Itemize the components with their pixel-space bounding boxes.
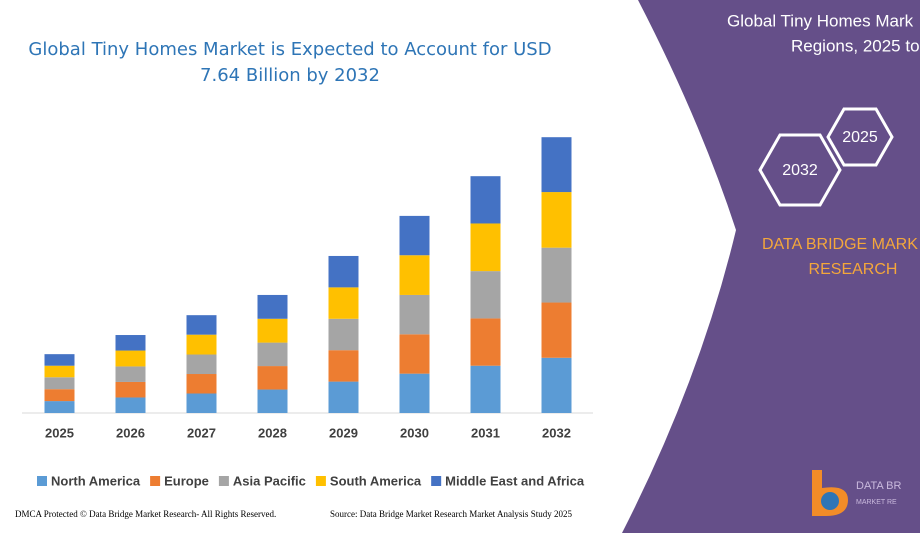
bar-segment (541, 247, 572, 303)
bar-segment (470, 223, 501, 272)
bar-segment (186, 334, 217, 355)
logo (821, 492, 839, 510)
legend-label: North America (51, 473, 141, 488)
legend-swatch (315, 476, 326, 486)
bar-segment (44, 389, 75, 402)
x-tick-label: 2025 (45, 425, 74, 440)
bar-segment (186, 393, 217, 413)
legend-swatch (431, 476, 442, 486)
legend-label: Europe (164, 473, 209, 488)
bar-segment (328, 287, 359, 319)
bar-segment (470, 318, 501, 366)
chart-title: Global Tiny Homes Market is Expected to … (28, 39, 552, 86)
brand-text: RESEARCH (809, 261, 898, 278)
bar-segment (186, 374, 217, 394)
x-tick-label: 2030 (400, 425, 429, 440)
legend-swatch (37, 476, 47, 486)
brand-text: DATA BRIDGE MARK (762, 236, 918, 253)
x-tick-label: 2028 (258, 425, 287, 440)
bar-segment (328, 381, 359, 413)
bar-segment (186, 315, 217, 335)
bar-segment (399, 373, 430, 413)
bar-segment (257, 318, 288, 343)
bar-segment (541, 357, 572, 413)
legend-label: Asia Pacific (233, 473, 306, 488)
bar-segment (44, 377, 75, 390)
bar-segment (328, 255, 359, 288)
legend-label: Middle East and Africa (445, 473, 585, 488)
bar-segment (541, 302, 572, 358)
x-tick-label: 2032 (542, 425, 571, 440)
bar-segment (399, 334, 430, 374)
hexagon (826, 107, 894, 167)
bar-segment (115, 335, 146, 351)
bar-segment (115, 381, 146, 398)
bar-segment (186, 354, 217, 375)
bar-segment (541, 192, 572, 248)
hex-label: 2025 (842, 129, 878, 146)
bar-segment (257, 389, 288, 413)
panel-heading: Regions, 2025 to (791, 36, 920, 55)
bar-segment (470, 271, 501, 319)
bar-segment (257, 294, 288, 319)
side-panel (622, 0, 920, 533)
hex-label: 2032 (782, 162, 818, 179)
legend-label: South America (330, 473, 422, 488)
bar-segment (257, 366, 288, 390)
bar-segment (328, 350, 359, 382)
bar-segment (257, 342, 288, 367)
bar-segment (399, 215, 430, 256)
bar-segment (115, 397, 146, 413)
logo-text: DATA BR (856, 480, 901, 492)
bar-segment (115, 350, 146, 367)
x-tick-label: 2031 (471, 425, 500, 440)
x-tick-label: 2026 (116, 425, 145, 440)
bar-segment (115, 366, 146, 382)
bar-segment (44, 354, 75, 366)
legend-swatch (218, 476, 229, 486)
panel-heading: Global Tiny Homes Mark (727, 11, 914, 30)
bar-segment (328, 318, 359, 351)
bar-segment (470, 365, 501, 413)
bar-segment (541, 137, 572, 193)
hexagon (758, 133, 842, 207)
bar-segment (399, 294, 430, 335)
logo-text: MARKET RE (856, 499, 897, 506)
bar-segment (470, 176, 501, 224)
legend-swatch (150, 476, 161, 486)
footer-text: Source: Data Bridge Market Research Mark… (330, 509, 572, 519)
x-tick-label: 2027 (187, 425, 216, 440)
footer-text: DMCA Protected © Data Bridge Market Rese… (15, 509, 276, 519)
bar-segment (399, 255, 430, 295)
bar-segment (44, 401, 75, 413)
bar-segment (44, 365, 75, 378)
x-tick-label: 2029 (329, 425, 358, 440)
